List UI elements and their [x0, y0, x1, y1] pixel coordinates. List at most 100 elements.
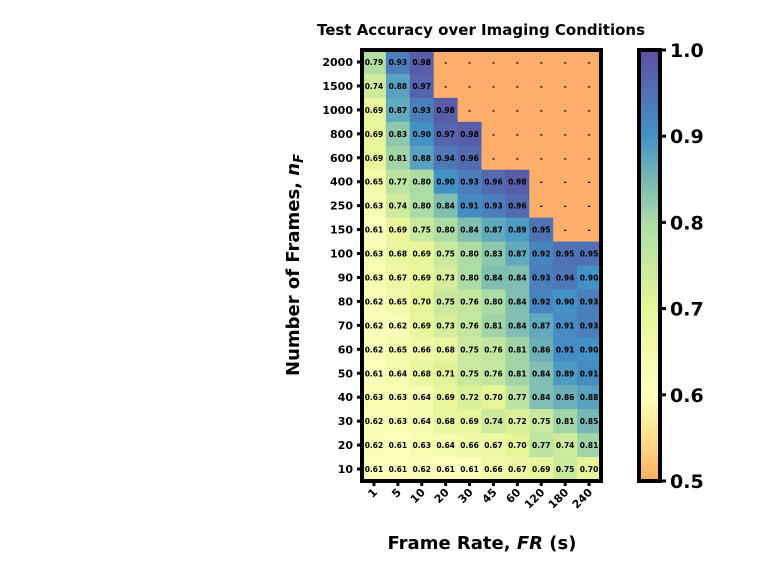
- cell-value-label: 0.63: [412, 441, 431, 450]
- y-tick-label: 10: [338, 463, 354, 476]
- heatmap-cell: [553, 193, 578, 219]
- y-tick-label: 2000: [322, 56, 353, 69]
- heatmap-cell: [433, 241, 458, 266]
- heatmap-cell: [553, 50, 578, 75]
- cell-value-label: 0.96: [508, 202, 527, 211]
- cell-value-label: 0.90: [556, 297, 575, 306]
- cell-value-label: 0.81: [484, 321, 503, 330]
- heatmap-cell: [385, 217, 411, 242]
- heatmap-cell: [409, 409, 435, 434]
- heatmap-cell: [433, 289, 458, 314]
- heatmap-cell: [362, 193, 387, 219]
- cell-value-label: 0.88: [412, 154, 431, 163]
- heatmap-cell: [481, 97, 506, 123]
- cell-value-label: 0.93: [484, 202, 503, 211]
- heatmap-cell: [457, 145, 482, 171]
- heatmap-cell: [505, 241, 530, 266]
- cell-value-label: 0.97: [436, 130, 455, 139]
- cell-value-label: 0.81: [508, 345, 527, 354]
- cell-value-label: 0.65: [389, 297, 408, 306]
- heatmap-cell: [553, 409, 578, 434]
- cell-value-label: 0.64: [389, 369, 408, 378]
- cell-value-label: 0.87: [508, 250, 527, 259]
- heatmap-cell: [409, 337, 435, 362]
- cell-value-label: 0.62: [365, 441, 384, 450]
- colorbar-tick-label: 1.0: [670, 40, 704, 62]
- heatmap-cell: [409, 97, 435, 123]
- heatmap-cell: [505, 457, 530, 482]
- cell-value-label: 0.68: [389, 250, 408, 259]
- cell-value-label: 0.75: [460, 345, 479, 354]
- heatmap-cell: [385, 385, 411, 410]
- heatmap-cell: [505, 73, 530, 99]
- cell-value-label: 0.68: [436, 345, 455, 354]
- cell-value-label: 0.61: [365, 226, 384, 235]
- cell-value-label: -: [516, 82, 519, 91]
- cell-value-label: 0.61: [389, 441, 408, 450]
- cell-value-label: 0.80: [412, 202, 431, 211]
- cell-value-label: 0.62: [389, 321, 408, 330]
- x-tick-label: 30: [456, 486, 476, 506]
- cell-value-label: 0.84: [508, 273, 527, 282]
- heatmap-cell: [362, 265, 387, 290]
- cell-value-label: 0.98: [460, 130, 479, 139]
- heatmap-cell: [481, 457, 506, 482]
- heatmap-cell: [362, 385, 387, 410]
- heatmap-cell: [481, 265, 506, 290]
- cell-value-label: 0.93: [580, 321, 599, 330]
- heatmap-cell: [553, 385, 578, 410]
- heatmap-cell: [505, 337, 530, 362]
- cell-value-label: 0.70: [412, 297, 431, 306]
- heatmap-cell: [362, 433, 387, 458]
- heatmap-cell: [457, 313, 482, 338]
- cell-value-label: 0.88: [389, 82, 408, 91]
- y-tick-label: 80: [338, 295, 354, 308]
- heatmap-cell: [529, 385, 554, 410]
- heatmap-cell: [433, 457, 458, 482]
- heatmap-cell: [505, 409, 530, 434]
- heatmap-cell: [553, 97, 578, 123]
- cell-value-label: 0.93: [532, 273, 551, 282]
- cell-value-label: 0.62: [412, 465, 431, 474]
- heatmap-cell: [529, 97, 554, 123]
- heatmap-cell: [433, 385, 458, 410]
- cell-value-label: 0.83: [389, 130, 408, 139]
- y-tick-label: 150: [330, 224, 353, 237]
- cell-value-label: 0.77: [389, 178, 408, 187]
- cell-value-label: 0.98: [412, 58, 431, 67]
- heatmap-cell: [577, 337, 602, 362]
- heatmap-cell: [362, 97, 387, 123]
- heatmap-cell: [529, 145, 554, 171]
- y-tick-label: 60: [338, 343, 354, 356]
- heatmap-cell: [505, 169, 530, 195]
- heatmap-cell: [577, 217, 602, 242]
- y-tick-label: 1000: [322, 104, 353, 117]
- heatmap-cell: [409, 313, 435, 338]
- heatmap-cell: [505, 433, 530, 458]
- cell-value-label: 0.63: [365, 393, 384, 402]
- heatmap-cell: [505, 385, 530, 410]
- cell-value-label: 0.80: [460, 250, 479, 259]
- cell-value-label: 0.94: [436, 154, 455, 163]
- heatmap-cell: [481, 385, 506, 410]
- cell-value-label: 0.84: [508, 321, 527, 330]
- cell-value-label: -: [492, 82, 495, 91]
- heatmap-cell: [529, 265, 554, 290]
- cell-value-label: 0.69: [412, 321, 431, 330]
- y-axis-label-subscript: F: [292, 154, 307, 163]
- cell-value-label: 0.64: [412, 417, 431, 426]
- heatmap-cell: [457, 50, 482, 75]
- heatmap-cell: [505, 121, 530, 147]
- heatmap-cell: [553, 313, 578, 338]
- cell-value-label: 0.85: [580, 417, 599, 426]
- cell-value-label: 0.75: [460, 369, 479, 378]
- y-tick-label: 50: [338, 367, 354, 380]
- heatmap-cell: [529, 361, 554, 386]
- heatmap-cell: [457, 361, 482, 386]
- x-tick-label: 10: [408, 486, 428, 506]
- heatmap-cell: [385, 50, 411, 75]
- heatmap-cells: [362, 50, 602, 482]
- heatmap-cell: [385, 73, 411, 99]
